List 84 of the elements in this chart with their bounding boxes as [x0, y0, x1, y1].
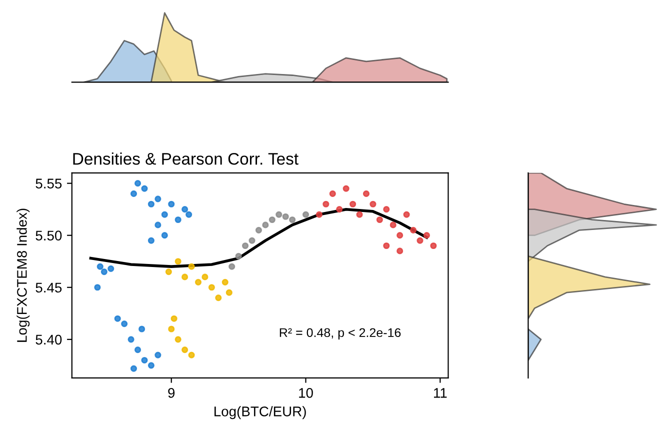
point [130, 365, 138, 372]
point [96, 263, 104, 270]
point [161, 232, 168, 239]
chart-title: Densities & Pearson Corr. Test [73, 152, 298, 165]
y-axis-title: Log(FXCTEM8 Index) [16, 208, 30, 342]
point [416, 237, 424, 244]
point [342, 185, 350, 192]
point [403, 211, 410, 218]
point [114, 315, 121, 322]
point [302, 211, 310, 218]
x-tick-label: 11 [434, 388, 447, 398]
point [94, 284, 101, 291]
point [194, 278, 202, 286]
point [316, 211, 322, 218]
point [100, 268, 108, 276]
y-tick-label: 5.45 [36, 282, 62, 293]
point [235, 252, 242, 260]
point [174, 336, 182, 343]
point [376, 216, 383, 224]
point [188, 263, 195, 270]
point [182, 206, 188, 213]
point [134, 346, 142, 354]
point [222, 278, 228, 286]
point [362, 190, 370, 198]
point [174, 216, 182, 224]
point [148, 200, 154, 208]
point [121, 320, 128, 328]
point [268, 216, 276, 224]
point [430, 242, 437, 250]
point [141, 185, 148, 192]
point [165, 268, 172, 276]
point [383, 206, 390, 213]
point [108, 265, 114, 272]
point [215, 294, 222, 302]
point [390, 222, 396, 228]
point [186, 211, 192, 218]
point [182, 274, 188, 280]
point [128, 336, 134, 343]
point [154, 196, 162, 202]
point [396, 232, 404, 239]
point [148, 237, 154, 244]
point [383, 242, 390, 250]
point [322, 200, 330, 208]
point [134, 180, 142, 187]
point [141, 356, 148, 364]
point [276, 211, 282, 218]
point [174, 258, 182, 265]
point [248, 237, 256, 244]
point [228, 263, 236, 270]
point [329, 190, 336, 198]
y-tick-label: 5.55 [36, 178, 62, 188]
point [161, 211, 168, 218]
point [356, 211, 363, 218]
x-tick-label: 9 [168, 388, 175, 398]
x-tick-label: 10 [299, 388, 313, 398]
point [336, 206, 343, 213]
point [202, 274, 208, 280]
y-tick-label: 5.40 [36, 334, 62, 345]
point [255, 226, 262, 234]
point [282, 213, 289, 220]
point [423, 232, 430, 239]
point [168, 326, 175, 332]
point [396, 248, 404, 254]
point [370, 200, 376, 208]
point [188, 352, 195, 358]
point [168, 200, 175, 208]
point [138, 326, 146, 332]
point [226, 289, 232, 296]
point [130, 190, 138, 198]
point [208, 284, 215, 291]
line-series [89, 208, 428, 268]
point [170, 315, 178, 322]
point [154, 352, 162, 358]
point [154, 222, 162, 228]
point [289, 216, 296, 224]
point [148, 362, 154, 369]
point [350, 200, 356, 208]
point [182, 346, 188, 354]
point [410, 226, 417, 234]
point [242, 242, 249, 250]
annotation: R² = 0.48, p < 2.2e-16 [280, 328, 401, 340]
point [262, 222, 269, 228]
y-tick-label: 5.50 [36, 230, 62, 241]
x-axis-title: Log(BTC/EUR) [214, 406, 306, 420]
